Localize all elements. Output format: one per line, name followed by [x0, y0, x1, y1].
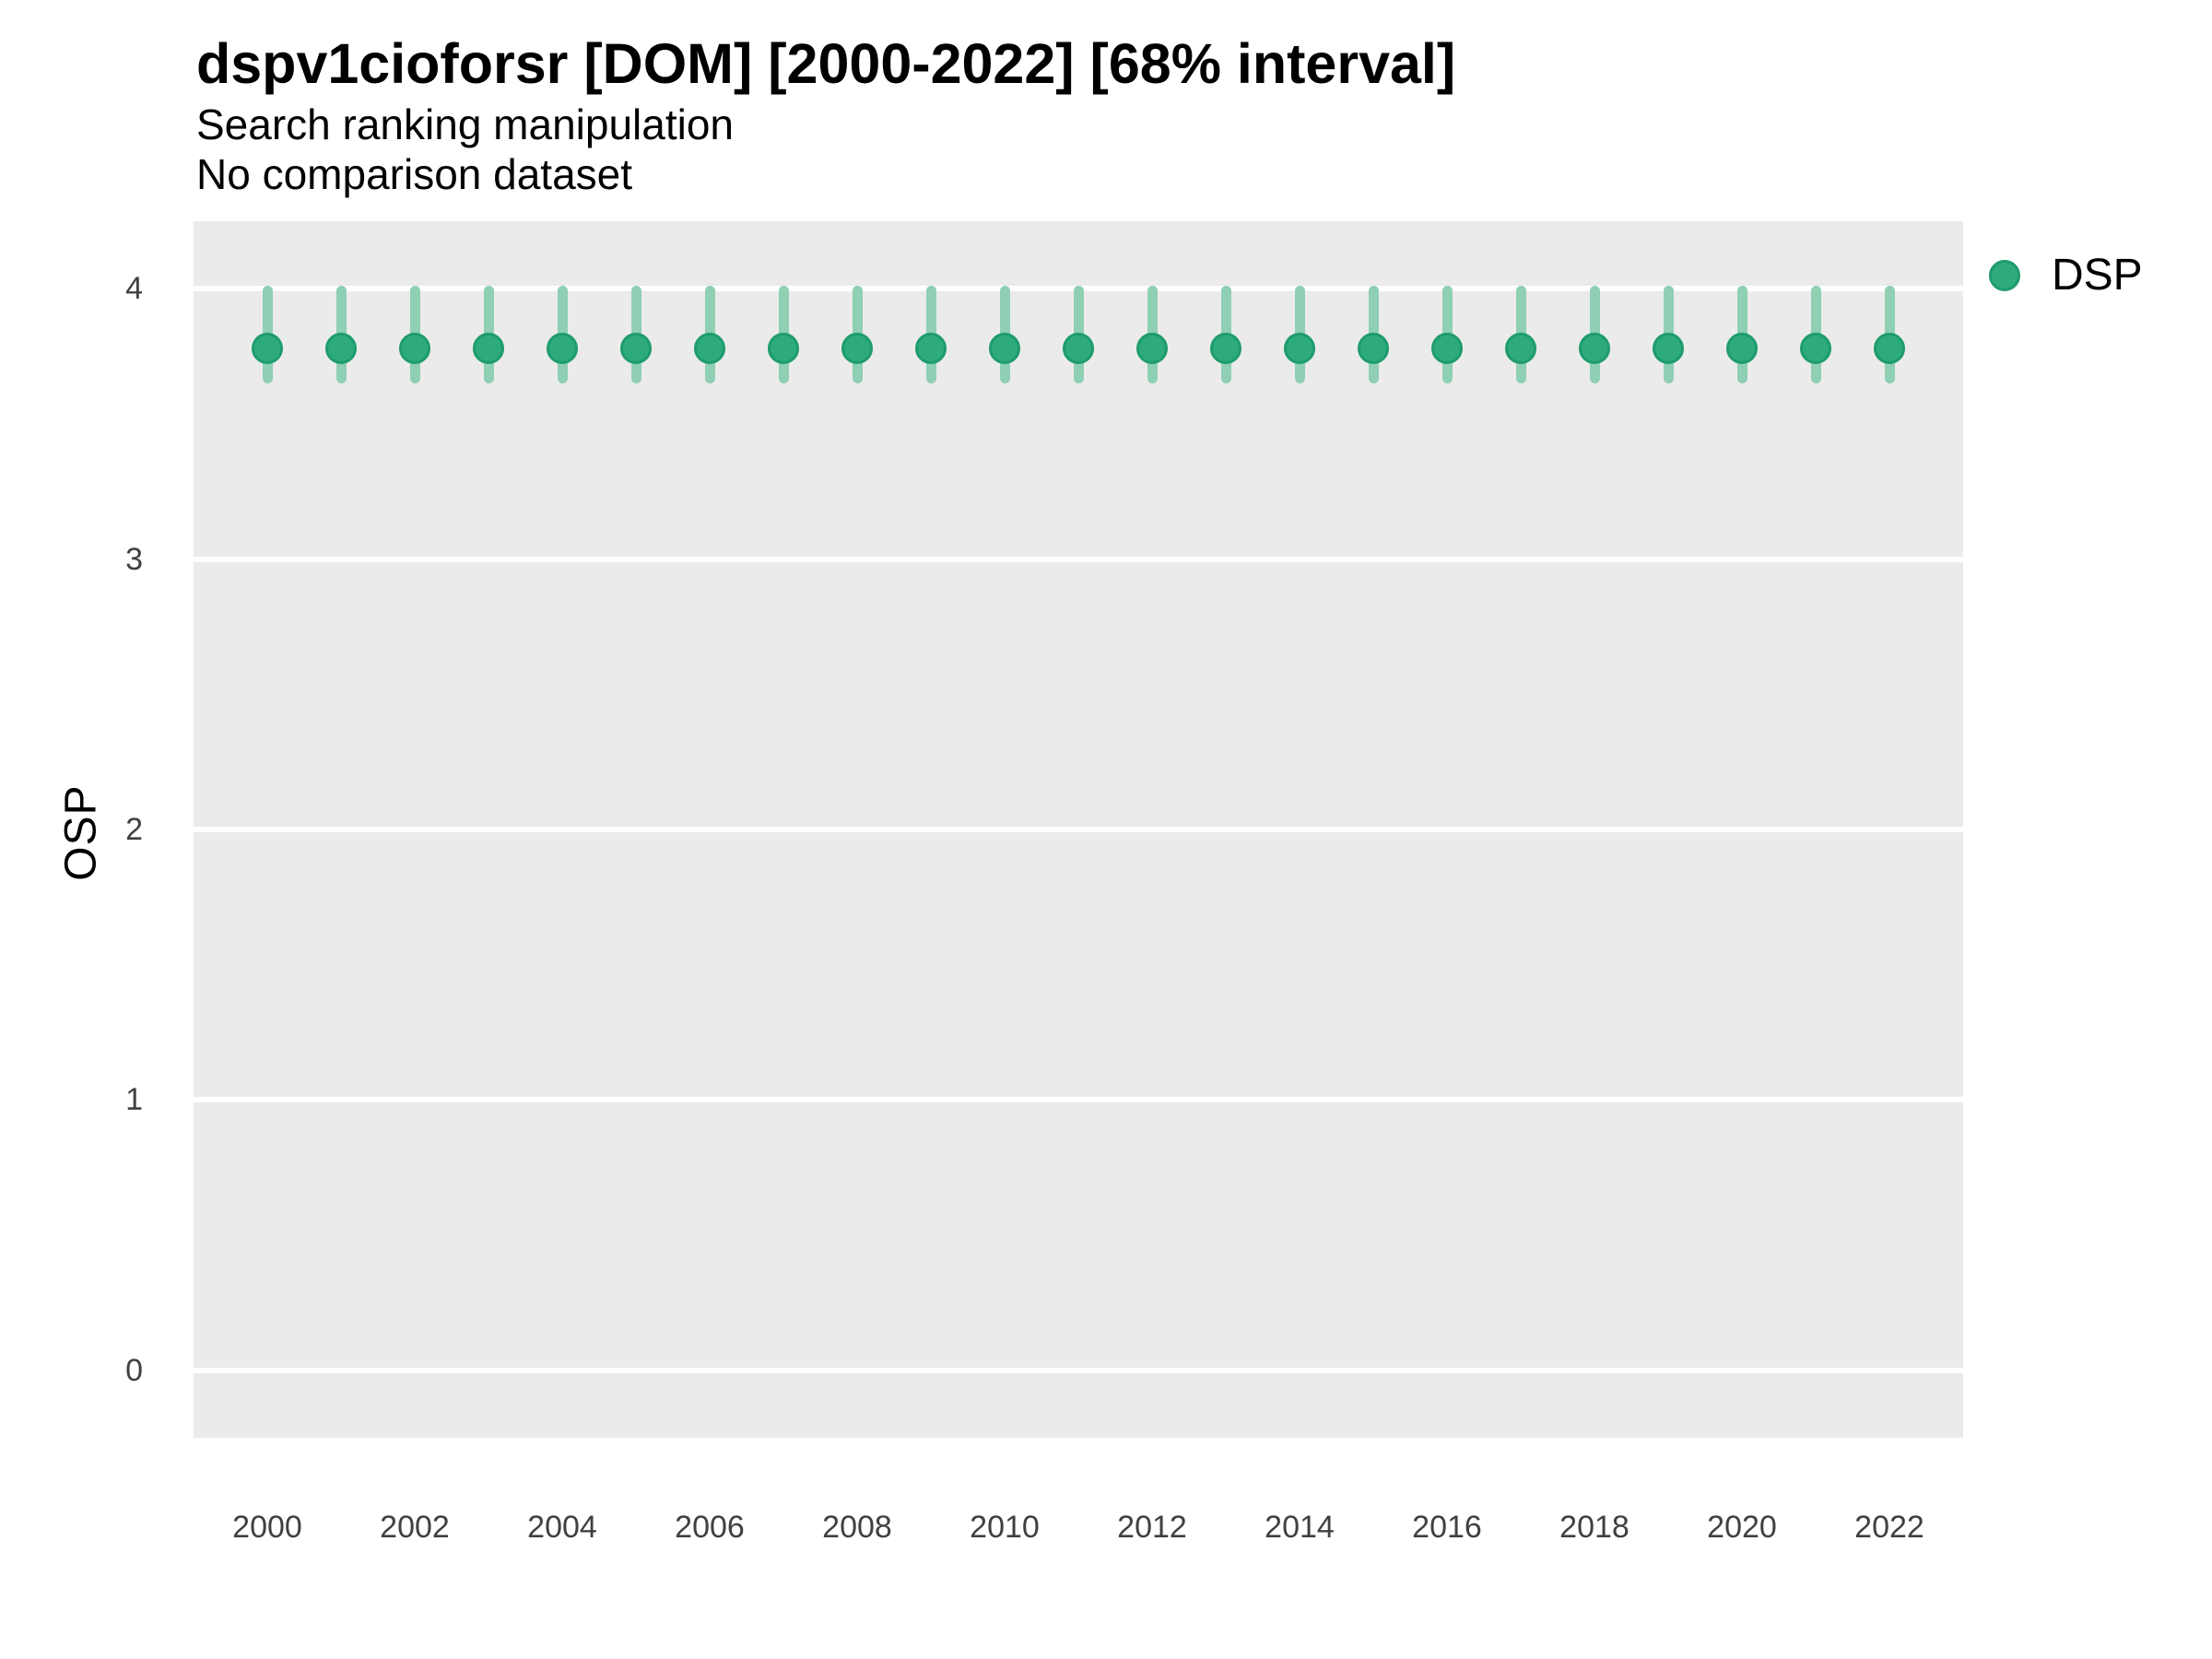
- x-tick-label: 2020: [1707, 1510, 1777, 1545]
- data-point: [1210, 332, 1241, 364]
- data-point: [915, 332, 947, 364]
- x-tick-label: 2018: [1559, 1510, 1630, 1545]
- data-point: [989, 332, 1020, 364]
- chart-title: dspv1cioforsr [DOM] [2000-2022] [68% int…: [196, 32, 1456, 95]
- y-gridline: [194, 1367, 1963, 1373]
- y-gridline: [194, 1097, 1963, 1103]
- data-point: [1579, 332, 1610, 364]
- data-point: [547, 332, 578, 364]
- data-point: [841, 332, 873, 364]
- legend-dsp-label: DSP: [2052, 251, 2143, 300]
- y-tick-label: 0: [125, 1352, 143, 1388]
- x-tick-label: 2022: [1854, 1510, 1924, 1545]
- data-point: [1653, 332, 1684, 364]
- data-point: [473, 332, 504, 364]
- x-tick-label: 2008: [822, 1510, 892, 1545]
- data-point: [1358, 332, 1389, 364]
- y-tick-label: 3: [125, 541, 143, 577]
- data-point: [1431, 332, 1463, 364]
- x-tick-label: 2002: [380, 1510, 450, 1545]
- y-tick-label: 1: [125, 1082, 143, 1118]
- data-point: [1726, 332, 1758, 364]
- data-point: [1505, 332, 1536, 364]
- x-tick-label: 2012: [1117, 1510, 1187, 1545]
- x-tick-label: 2006: [675, 1510, 745, 1545]
- y-gridline: [194, 827, 1963, 832]
- plot-panel: [194, 221, 1963, 1438]
- x-tick-label: 2000: [232, 1510, 302, 1545]
- data-point: [694, 332, 725, 364]
- chart-note: No comparison dataset: [196, 150, 633, 198]
- data-point: [620, 332, 652, 364]
- x-tick-label: 2004: [527, 1510, 597, 1545]
- y-tick-label: 4: [125, 271, 143, 307]
- data-point: [399, 332, 430, 364]
- data-point: [1800, 332, 1831, 364]
- y-gridline: [194, 556, 1963, 562]
- data-point: [1284, 332, 1315, 364]
- data-point: [1874, 332, 1905, 364]
- data-point: [1136, 332, 1168, 364]
- data-point: [325, 332, 357, 364]
- chart-subtitle: Search ranking manipulation: [196, 100, 735, 148]
- y-tick-label: 2: [125, 812, 143, 847]
- data-point: [1063, 332, 1094, 364]
- x-tick-label: 2014: [1265, 1510, 1335, 1545]
- data-point: [768, 332, 799, 364]
- legend-dsp-point-icon: [1989, 260, 2020, 291]
- x-tick-label: 2010: [970, 1510, 1040, 1545]
- data-point: [252, 332, 283, 364]
- x-tick-label: 2016: [1412, 1510, 1482, 1545]
